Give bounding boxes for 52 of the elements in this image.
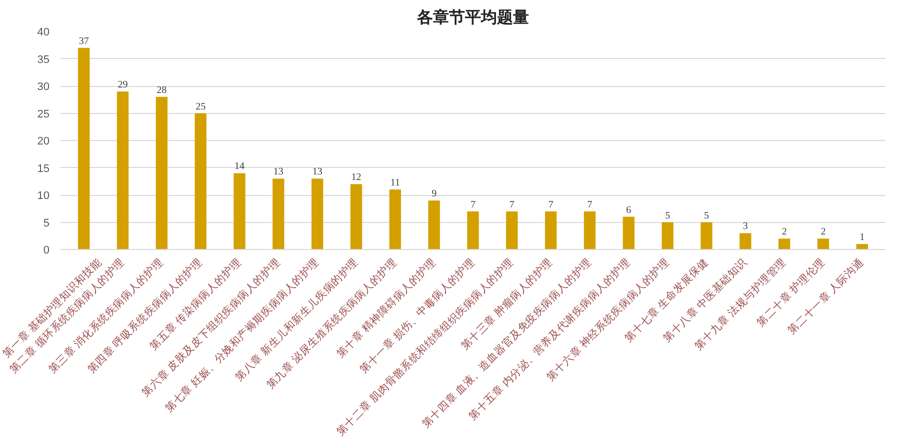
data-label: 7 bbox=[548, 199, 554, 210]
bar bbox=[350, 184, 362, 250]
bar bbox=[312, 178, 324, 250]
bar bbox=[740, 233, 752, 250]
y-tick-label: 40 bbox=[37, 26, 50, 38]
data-label: 2 bbox=[782, 226, 787, 238]
y-tick-label: 30 bbox=[37, 81, 50, 93]
data-label: 2 bbox=[820, 226, 826, 238]
bar bbox=[272, 178, 284, 250]
y-tick-label: 10 bbox=[37, 190, 50, 202]
y-tick-label: 0 bbox=[43, 244, 50, 256]
bar bbox=[856, 244, 868, 250]
data-label: 5 bbox=[665, 210, 670, 222]
bar bbox=[506, 211, 518, 250]
data-label: 5 bbox=[704, 210, 709, 222]
data-label: 29 bbox=[118, 79, 128, 90]
y-tick-label: 20 bbox=[37, 136, 50, 148]
data-label: 1 bbox=[860, 232, 865, 244]
bar bbox=[116, 91, 129, 250]
bar bbox=[662, 222, 674, 250]
data-label: 13 bbox=[273, 166, 284, 178]
bar bbox=[234, 173, 246, 250]
data-label: 37 bbox=[78, 36, 89, 47]
bar bbox=[389, 190, 402, 250]
bar bbox=[544, 211, 557, 250]
data-label: 7 bbox=[470, 199, 476, 210]
data-label: 6 bbox=[626, 204, 632, 216]
data-label: 25 bbox=[196, 101, 206, 112]
bar bbox=[428, 200, 440, 250]
bar bbox=[817, 238, 830, 250]
bar bbox=[778, 238, 790, 250]
bar bbox=[194, 113, 206, 250]
chart-title: 各章节平均题量 bbox=[416, 8, 529, 26]
data-label: 28 bbox=[156, 84, 167, 96]
data-label: 13 bbox=[312, 166, 322, 178]
bar bbox=[467, 211, 479, 250]
data-label: 12 bbox=[351, 172, 362, 184]
y-tick-label: 25 bbox=[37, 108, 50, 120]
data-label: 7 bbox=[509, 199, 514, 210]
data-label: 7 bbox=[587, 199, 592, 210]
data-label: 9 bbox=[432, 188, 437, 200]
y-tick-label: 35 bbox=[37, 54, 50, 66]
bar bbox=[156, 96, 168, 250]
data-label: 11 bbox=[390, 178, 400, 189]
bar bbox=[584, 211, 596, 250]
y-tick-label: 15 bbox=[37, 162, 50, 175]
data-label: 3 bbox=[742, 221, 748, 232]
bar bbox=[78, 48, 90, 250]
bar bbox=[700, 222, 712, 250]
y-tick-label: 5 bbox=[43, 217, 50, 230]
bar bbox=[622, 216, 634, 250]
data-label: 14 bbox=[234, 161, 245, 172]
